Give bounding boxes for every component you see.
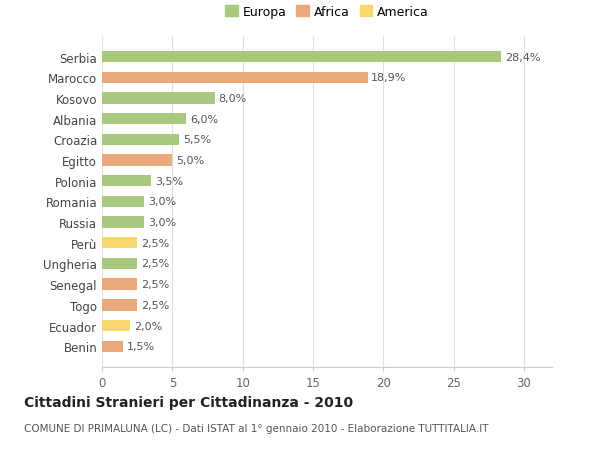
Text: 2,5%: 2,5% [140,300,169,310]
Legend: Europa, Africa, America: Europa, Africa, America [223,3,431,21]
Text: Cittadini Stranieri per Cittadinanza - 2010: Cittadini Stranieri per Cittadinanza - 2… [24,395,353,409]
Bar [102,114,187,125]
Bar [102,93,215,104]
Bar [102,176,151,187]
Text: 2,0%: 2,0% [134,321,162,331]
Bar [102,134,179,146]
Bar [102,341,123,352]
Text: 5,0%: 5,0% [176,156,204,166]
Text: 3,0%: 3,0% [148,218,176,228]
Text: 2,5%: 2,5% [140,280,169,290]
Bar [102,258,137,269]
Bar [102,73,368,84]
Text: 5,5%: 5,5% [183,135,211,145]
Text: 3,0%: 3,0% [148,197,176,207]
Text: 2,5%: 2,5% [140,259,169,269]
Text: 6,0%: 6,0% [190,114,218,124]
Text: 8,0%: 8,0% [218,94,246,104]
Bar [102,320,130,331]
Bar [102,217,144,228]
Bar [102,52,502,63]
Text: 3,5%: 3,5% [155,176,183,186]
Text: 2,5%: 2,5% [140,238,169,248]
Bar [102,196,144,207]
Bar [102,238,137,249]
Text: 1,5%: 1,5% [127,341,155,352]
Bar [102,155,172,166]
Text: 28,4%: 28,4% [505,52,541,62]
Bar [102,300,137,311]
Text: 18,9%: 18,9% [371,73,407,83]
Text: COMUNE DI PRIMALUNA (LC) - Dati ISTAT al 1° gennaio 2010 - Elaborazione TUTTITAL: COMUNE DI PRIMALUNA (LC) - Dati ISTAT al… [24,424,488,433]
Bar [102,279,137,290]
